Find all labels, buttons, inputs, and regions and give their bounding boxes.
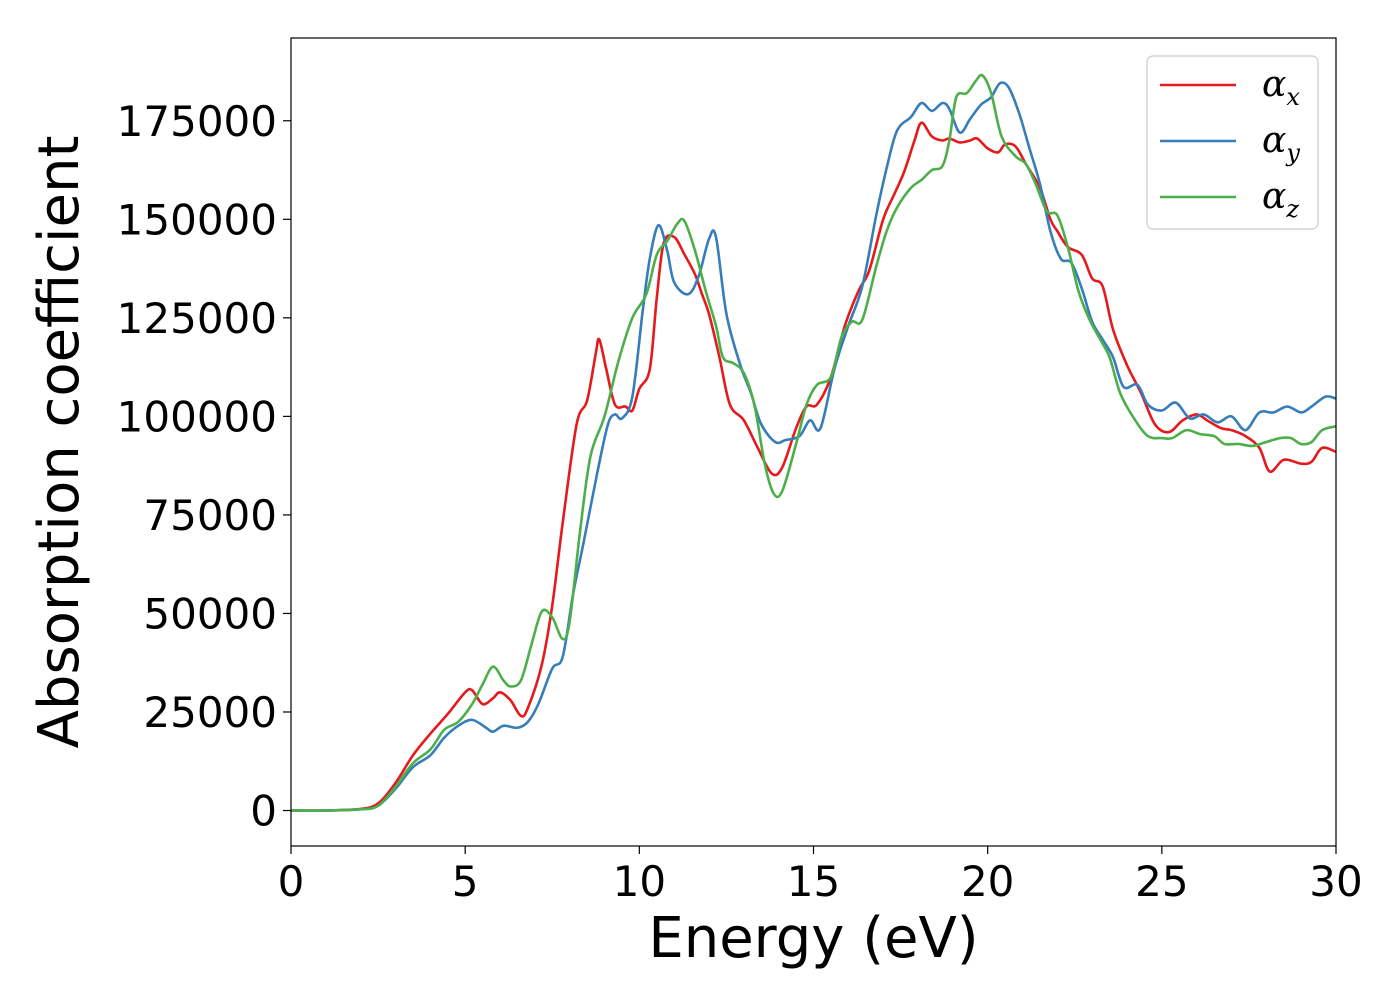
x-tick-label: 25 <box>1135 857 1188 906</box>
x-axis-ticks: 0 5 10 15 20 25 30 <box>278 846 1363 906</box>
y-tick-label: 50000 <box>143 589 277 638</box>
y-axis-title: Absorption coefficient <box>27 136 92 749</box>
y-tick-label: 0 <box>250 787 277 836</box>
legend-label-y: αy <box>1262 120 1300 167</box>
x-tick-label: 0 <box>278 857 305 906</box>
x-tick-label: 5 <box>452 857 479 906</box>
x-tick-label: 15 <box>787 857 840 906</box>
x-axis-title: Energy (eV) <box>648 906 978 971</box>
legend: αx αy αz <box>1146 55 1319 230</box>
y-tick-label: 125000 <box>117 294 277 343</box>
y-tick-label: 75000 <box>143 491 277 540</box>
y-tick-label: 175000 <box>117 97 277 146</box>
y-axis-ticks: 0 25000 50000 75000 100000 125000 150000 175000 <box>117 97 291 836</box>
series-line-z <box>290 73 1337 812</box>
legend-label-x: αx <box>1262 64 1300 111</box>
y-tick-label: 100000 <box>117 392 277 441</box>
x-tick-label: 20 <box>961 857 1014 906</box>
x-tick-label: 10 <box>613 857 666 906</box>
legend-box <box>1146 55 1319 230</box>
series-group <box>290 73 1337 812</box>
y-tick-label: 25000 <box>143 688 277 737</box>
y-tick-label: 150000 <box>117 195 277 244</box>
x-tick-label: 30 <box>1309 857 1362 906</box>
legend-label-z: αz <box>1262 176 1299 223</box>
